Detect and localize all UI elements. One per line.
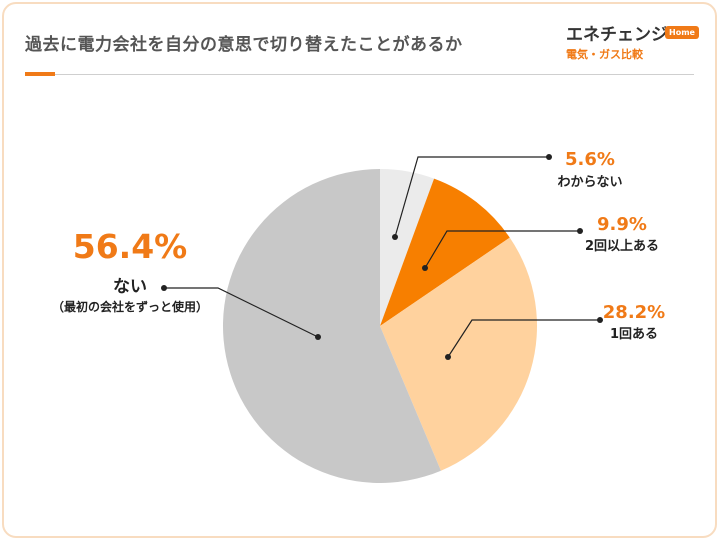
leader-line-once (447, 319, 600, 358)
logo-home-badge: Home (665, 26, 699, 39)
logo-wordmark: エネチェンジ (566, 25, 668, 45)
category-label-twice: 2回以上ある (585, 239, 659, 254)
leader-dot-twice-outer (577, 228, 583, 234)
leader-line-unknown (394, 156, 549, 238)
chart-title: 過去に電力会社を自分の意思で切り替えたことがあるか (25, 35, 463, 55)
pie-slice-twice (380, 178, 510, 326)
logo-tagline: 電気・ガス比較 (566, 48, 643, 61)
value-label-none: 56.4% (73, 227, 188, 266)
title-divider-accent (25, 72, 55, 76)
leader-line-twice (424, 230, 580, 269)
leader-dot-unknown-outer (546, 154, 552, 160)
category-sublabel-none: （最初の会社をずっと使用） (52, 299, 208, 314)
value-label-unknown: 5.6% (565, 149, 615, 170)
logo[interactable]: エネチェンジ Home 電気・ガス比較 (566, 20, 699, 64)
leader-dot-unknown-inner (392, 234, 398, 240)
category-label-unknown: わからない (557, 175, 622, 190)
leader-dot-none-outer (161, 285, 167, 291)
value-label-once: 28.2% (603, 302, 665, 323)
category-label-once: 1回ある (610, 327, 658, 342)
leader-line-none (164, 287, 319, 338)
category-label-none: ない (113, 277, 147, 297)
pie-slice-unknown (380, 169, 435, 326)
pie-slices (222, 169, 537, 484)
leader-dot-once-outer (597, 317, 603, 323)
leader-dot-none-inner (315, 334, 321, 340)
leader-dot-once-inner (445, 354, 451, 360)
pie-slice-once (380, 237, 537, 471)
leader-dot-twice-inner (422, 265, 428, 271)
leader-lines (164, 156, 600, 358)
leader-dots (161, 154, 603, 360)
title-divider (25, 74, 694, 75)
value-label-twice: 9.9% (597, 214, 647, 235)
pie-slice-none (222, 169, 441, 484)
